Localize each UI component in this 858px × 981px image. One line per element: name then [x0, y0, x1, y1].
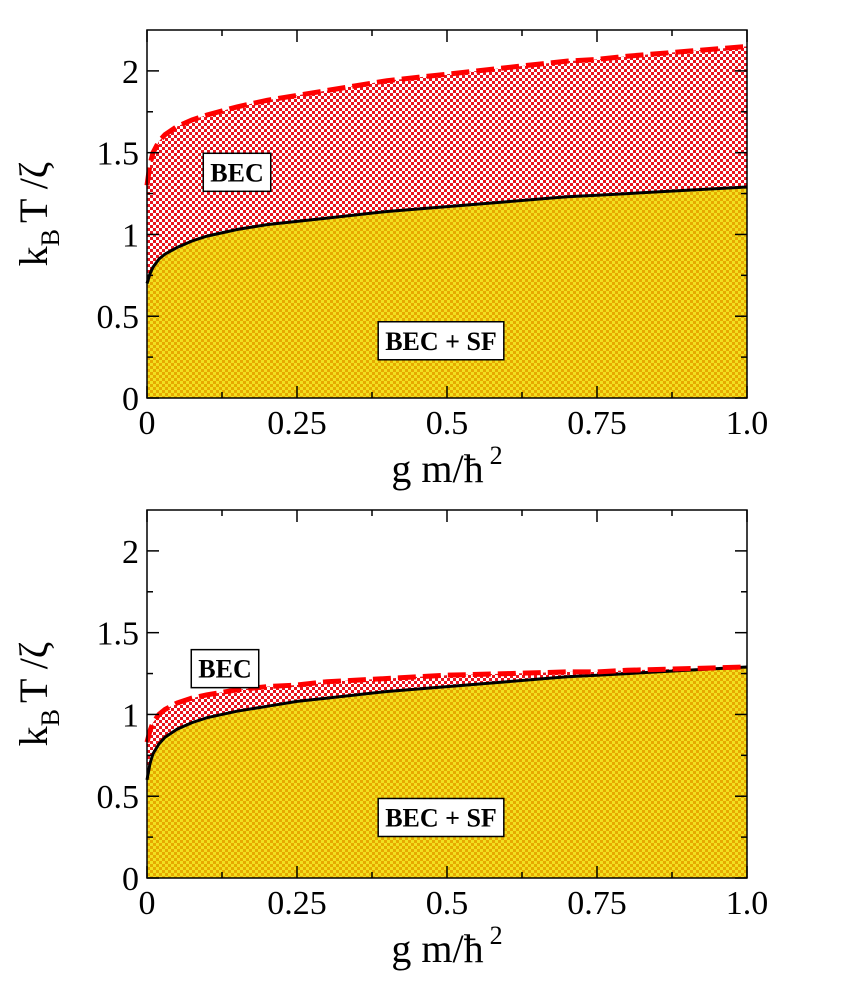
region-label-bec-sf: BEC + SF: [377, 321, 505, 361]
lower-boundary-curve: [145, 665, 748, 781]
tick-labels: 0 0.25 0.5 0.75 1.0 0 0.5 1 1.5 2: [97, 534, 769, 922]
y-tick-label: 1.5: [97, 136, 140, 173]
axis-ticks: [146, 30, 748, 399]
y-axis-title: kB T /ζ: [11, 642, 65, 747]
x-axis-title-main: g m/ħ: [391, 926, 483, 971]
x-tick-label: 0.5: [426, 885, 469, 922]
x-tick-label: 0.25: [267, 885, 327, 922]
y-tick-label: 2: [122, 534, 139, 571]
y-tick-label: 1: [122, 217, 139, 254]
x-tick-label: 0.25: [267, 405, 327, 442]
y-tick-label: 0.5: [97, 779, 140, 816]
region-label-bec: BEC: [190, 648, 260, 689]
x-tick-label: 1.0: [726, 885, 769, 922]
y-axis-title-rest: T /ζ: [11, 162, 56, 223]
x-axis-title: g m/ħ 2: [391, 921, 502, 971]
y-axis-title-subscript: B: [36, 709, 65, 726]
bec-sf-region-area: [147, 187, 747, 398]
region-label-text: BEC + SF: [385, 327, 497, 356]
tick-labels: 0 0.25 0.5 0.75 1.0 0 0.5 1 1.5 2: [97, 54, 769, 442]
region-label-box: [190, 648, 260, 689]
x-tick-label: 0: [139, 885, 156, 922]
x-tick-label: 0.75: [567, 405, 627, 442]
plot-area: [144, 509, 748, 879]
region-label-text: BEC: [210, 158, 263, 187]
region-label-box: [377, 797, 505, 838]
upper-boundary-curve: [144, 43, 748, 186]
y-tick-label: 2: [122, 54, 139, 91]
region-label-bec-sf: BEC + SF: [377, 797, 505, 838]
region-labels: BEC BEC + SF: [202, 152, 505, 361]
y-axis-title-main: k: [11, 726, 56, 746]
upper-boundary-curve: [144, 664, 748, 743]
y-tick-label: 1.5: [97, 616, 140, 653]
y-axis-title: kB T /ζ: [11, 162, 65, 267]
lower-boundary-curve: [145, 185, 748, 284]
region-label-text: BEC + SF: [385, 803, 497, 832]
bec-region-area: [147, 667, 747, 780]
bec-region-area: [147, 46, 747, 284]
x-axis-title-superscript: 2: [490, 441, 503, 470]
axis-ticks: [146, 510, 748, 879]
region-labels: BEC BEC + SF: [190, 648, 505, 838]
x-tick-label: 0.5: [426, 405, 469, 442]
chart-panel-bottom: 0 0.25 0.5 0.75 1.0 0 0.5 1 1.5 2 BEC BE…: [11, 509, 769, 971]
y-tick-label: 0: [122, 381, 139, 418]
x-axis-title-superscript: 2: [490, 921, 503, 950]
y-axis-title-main: k: [11, 246, 56, 266]
region-label-bec: BEC: [202, 152, 272, 193]
region-label-box: [202, 152, 272, 193]
y-axis-title-subscript: B: [36, 229, 65, 246]
y-tick-label: 0.5: [97, 299, 140, 336]
region-label-box: [377, 321, 505, 361]
y-tick-label: 1: [122, 697, 139, 734]
x-tick-label: 1.0: [726, 405, 769, 442]
x-tick-label: 0.75: [567, 885, 627, 922]
x-axis-title: g m/ħ 2: [391, 441, 502, 491]
chart-panel-top: 0 0.25 0.5 0.75 1.0 0 0.5 1 1.5 2 BEC BE…: [11, 29, 769, 491]
region-label-text: BEC: [198, 655, 251, 684]
y-axis-title-rest: T /ζ: [11, 642, 56, 703]
bec-sf-region-area: [147, 667, 747, 878]
x-axis-title-main: g m/ħ: [391, 446, 483, 491]
y-tick-label: 0: [122, 861, 139, 898]
x-tick-label: 0: [139, 405, 156, 442]
